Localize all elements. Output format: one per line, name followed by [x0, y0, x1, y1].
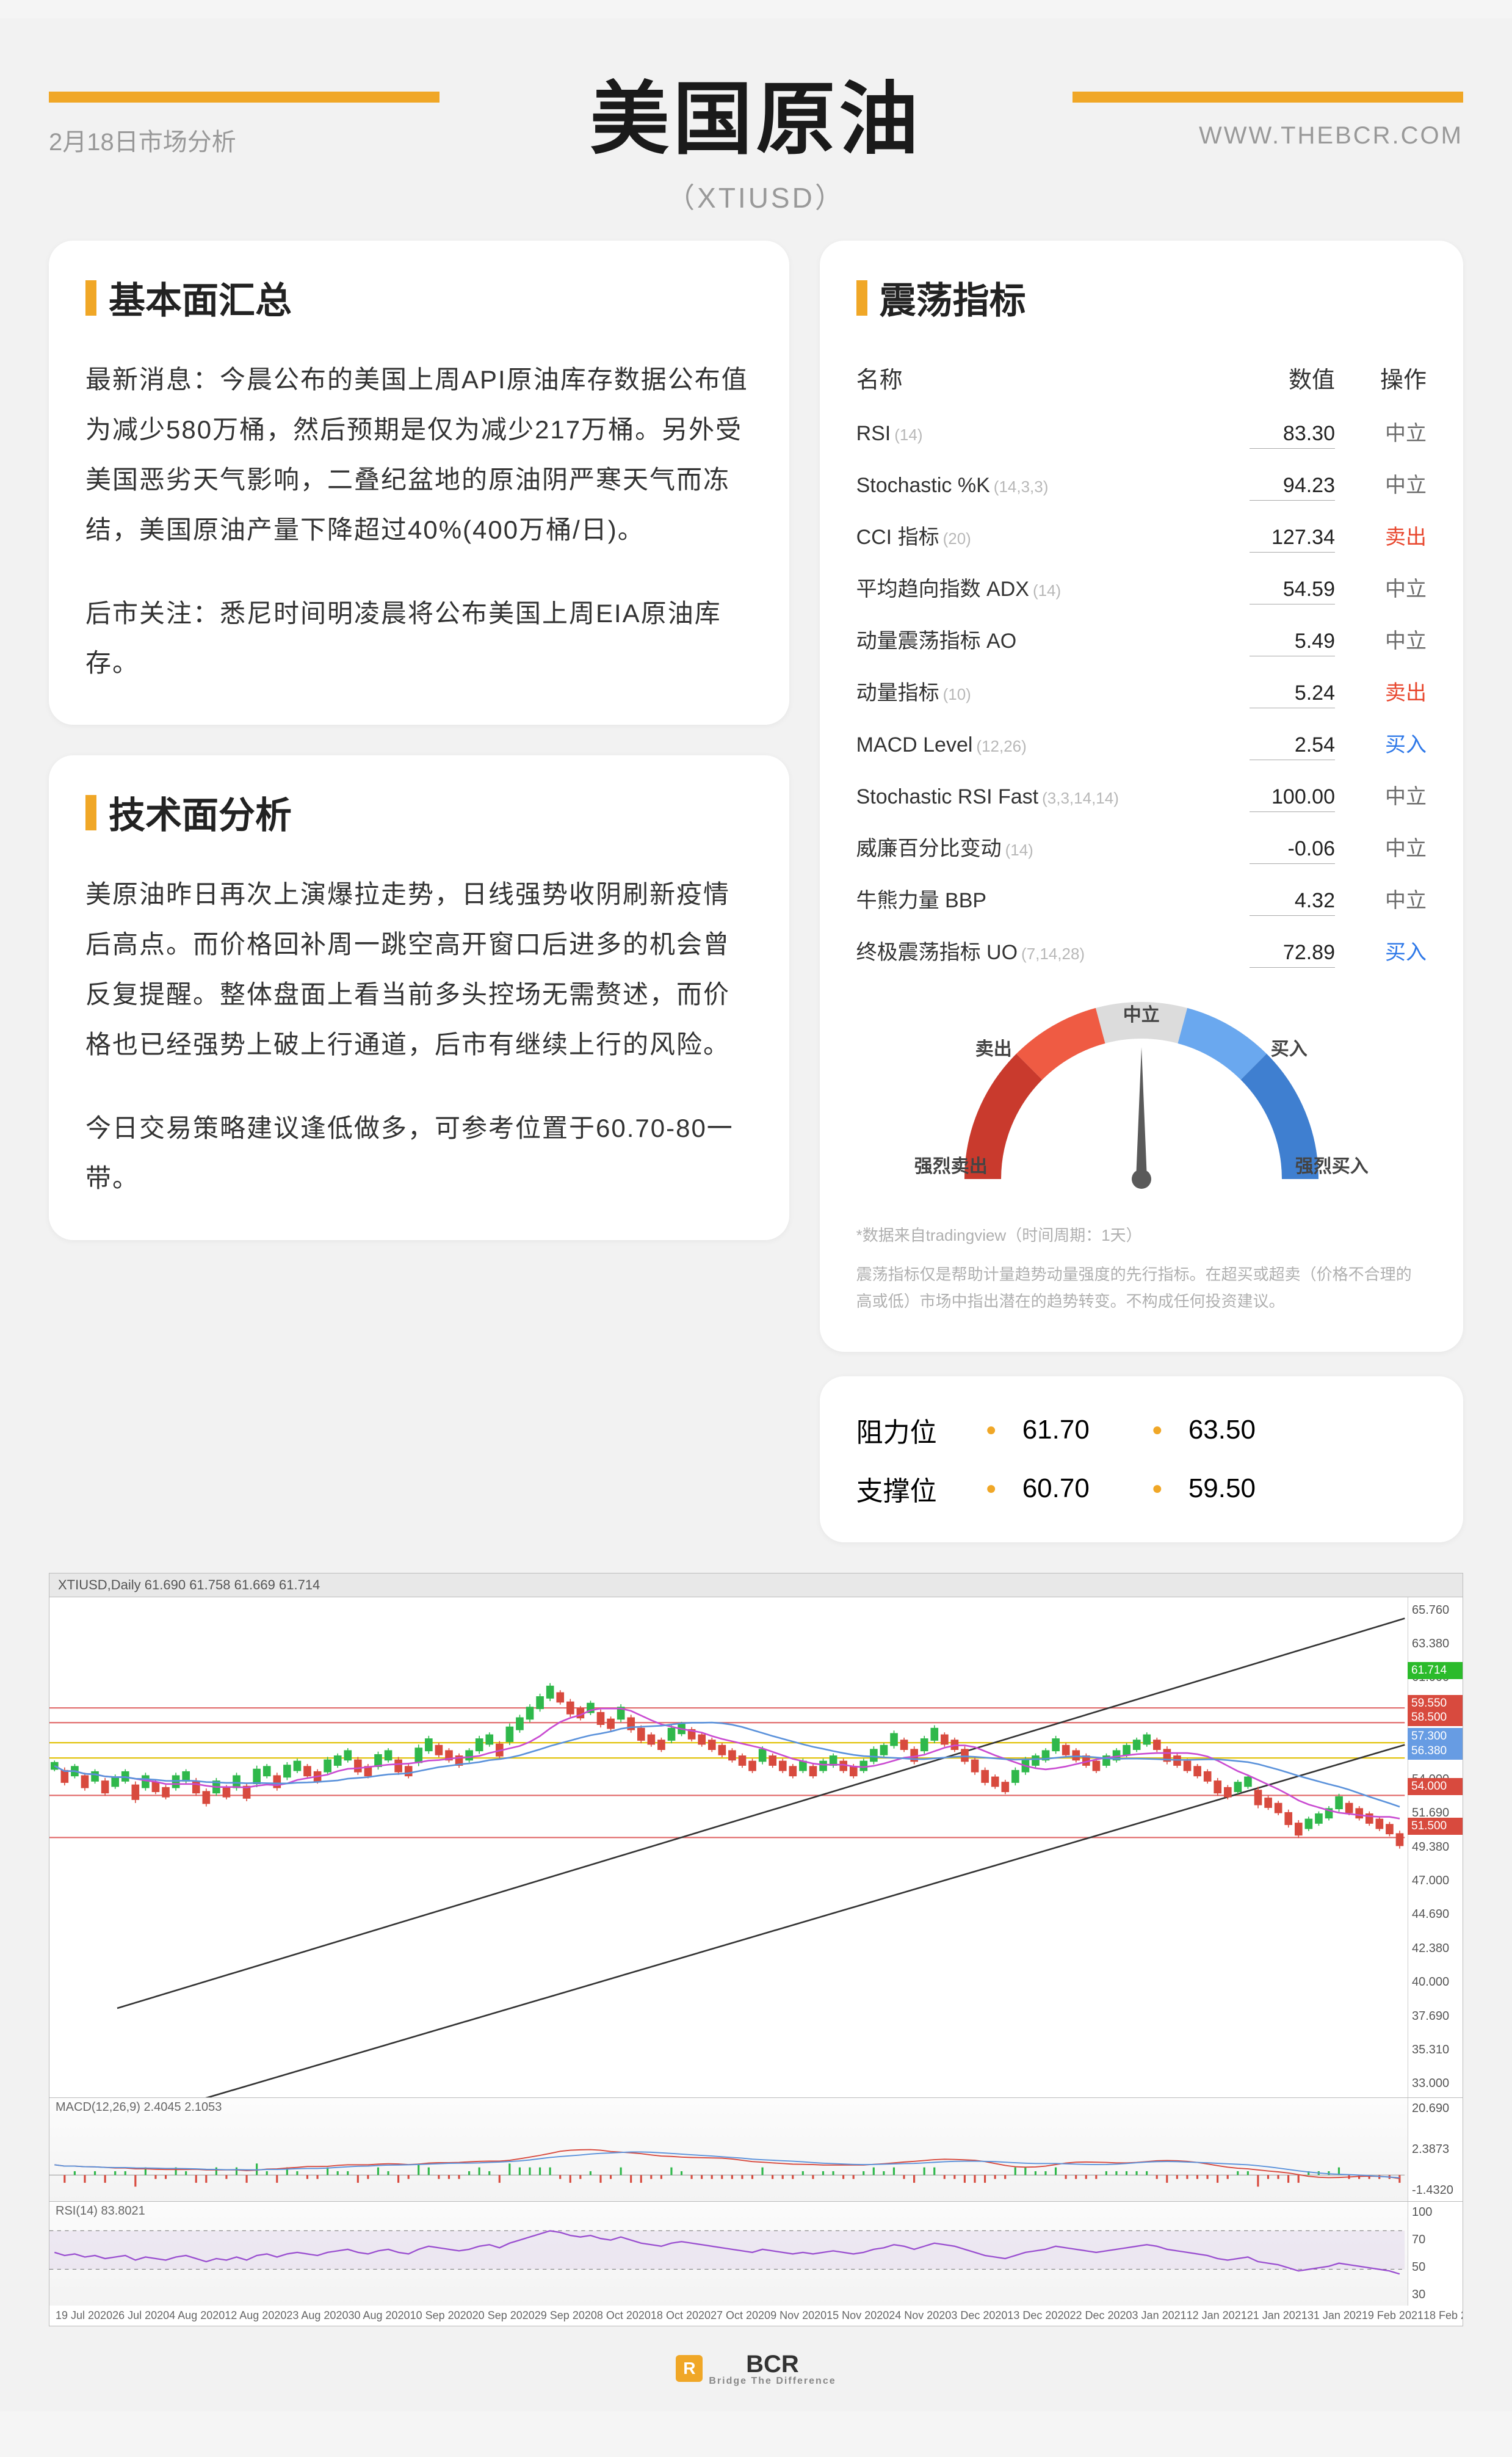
indicator-row: RSI(14)83.30中立	[856, 407, 1427, 459]
col-action: 操作	[1353, 361, 1427, 394]
dot-icon: ●	[1152, 1478, 1163, 1499]
rsi-yaxis: 100705030	[1408, 2202, 1463, 2306]
support-2: 59.50	[1188, 1473, 1292, 1504]
gauge-label-strong-buy: 强烈买入	[1295, 1151, 1369, 1178]
oscillator-card: 震荡指标 名称 数值 操作 RSI(14)83.30中立Stochastic %…	[820, 241, 1463, 1352]
indicator-row: 威廉百分比变动(14)-0.06中立	[856, 822, 1427, 874]
oscillator-title: 震荡指标	[856, 271, 1427, 324]
indicator-row: 动量指标(10)5.24卖出	[856, 666, 1427, 718]
date-text: 2月18日市场分析	[49, 122, 236, 158]
left-column: 基本面汇总 最新消息：今晨公布的美国上周API原油库存数据公布值为减少580万桶…	[49, 241, 789, 1542]
col-name: 名称	[856, 361, 1250, 394]
indicator-row: Stochastic %K(14,3,3)94.23中立	[856, 459, 1427, 510]
dot-icon: ●	[986, 1478, 997, 1499]
content-row: 基本面汇总 最新消息：今晨公布的美国上周API原油库存数据公布值为减少580万桶…	[49, 241, 1463, 1542]
macd-panel: MACD(12,26,9) 2.4045 2.1053 20.690 2.387…	[49, 2098, 1463, 2202]
technical-p2: 今日交易策略建议逢低做多，可参考位置于60.70-80一带。	[85, 1103, 753, 1203]
indicator-header: 名称 数值 操作	[856, 355, 1427, 407]
fundamental-p2: 后市关注：悉尼时间明凌晨将公布美国上周EIA原油库存。	[85, 589, 753, 689]
col-value: 数值	[1250, 361, 1335, 394]
levels-card: 阻力位 ● 61.70 ● 63.50 支撑位 ● 60.70 ● 59.50	[820, 1376, 1463, 1542]
technical-title: 技术面分析	[85, 786, 753, 839]
technical-p1: 美原油昨日再次上演爆拉走势，日线强势收阴刷新疫情后高点。而价格回补周一跳空高开窗…	[85, 869, 753, 1070]
resist-1: 61.70	[1022, 1415, 1126, 1445]
site-url: WWW.THEBCR.COM	[1199, 122, 1463, 150]
indicator-row: 终极震荡指标 UO(7,14,28)72.89买入	[856, 926, 1427, 978]
chart-block: XTIUSD,Daily 61.690 61.758 61.669 61.714…	[49, 1573, 1463, 2326]
fundamental-p1: 最新消息：今晨公布的美国上周API原油库存数据公布值为减少580万桶，然后预期是…	[85, 355, 753, 555]
gauge: 中立 卖出 买入 强烈卖出 强烈买入	[928, 1002, 1355, 1203]
fundamental-title: 基本面汇总	[85, 271, 753, 324]
indicator-row: Stochastic RSI Fast(3,3,14,14)100.00中立	[856, 770, 1427, 822]
page-title: 美国原油	[49, 55, 1463, 170]
footer: BCR Bridge The Difference	[49, 2351, 1463, 2387]
symbol: （XTIUSD）	[49, 176, 1463, 216]
dot-icon: ●	[1152, 1420, 1163, 1440]
chart-title-bar: XTIUSD,Daily 61.690 61.758 61.669 61.714	[49, 1573, 1463, 1597]
indicator-row: 动量震荡指标 AO5.49中立	[856, 614, 1427, 666]
resistance-row: 阻力位 ● 61.70 ● 63.50	[856, 1401, 1427, 1459]
rsi-panel: RSI(14) 83.8021 100705030	[49, 2202, 1463, 2306]
indicator-rows: RSI(14)83.30中立Stochastic %K(14,3,3)94.23…	[856, 407, 1427, 978]
brand-tag: Bridge The Difference	[709, 2376, 836, 2387]
accent-bar-left	[49, 92, 439, 103]
accent-bar-right	[1073, 92, 1463, 103]
logo-icon	[676, 2355, 703, 2382]
technical-card: 技术面分析 美原油昨日再次上演爆拉走势，日线强势收阴刷新疫情后高点。而价格回补周…	[49, 755, 789, 1239]
note-2: 震荡指标仅是帮助计量趋势动量强度的先行指标。在超买或超卖（价格不合理的高或低）市…	[856, 1261, 1427, 1315]
support-row: 支撑位 ● 60.70 ● 59.50	[856, 1459, 1427, 1518]
brand: BCR	[746, 2351, 799, 2378]
indicator-row: MACD Level(12,26)2.54买入	[856, 718, 1427, 770]
right-column: 震荡指标 名称 数值 操作 RSI(14)83.30中立Stochastic %…	[820, 241, 1463, 1542]
gauge-label-strong-sell: 强烈卖出	[914, 1151, 988, 1178]
indicator-row: CCI 指标(20)127.34卖出	[856, 510, 1427, 562]
header: 2月18日市场分析 WWW.THEBCR.COM 美国原油 （XTIUSD）	[49, 55, 1463, 216]
resist-2: 63.50	[1188, 1415, 1292, 1445]
dot-icon: ●	[986, 1420, 997, 1440]
gauge-label-top: 中立	[1123, 1000, 1160, 1026]
price-chart: 65.76063.38061.00058.76056.38054.00051.6…	[49, 1597, 1463, 2098]
gauge-label-buy: 买入	[1271, 1034, 1308, 1061]
macd-yaxis: 20.690 2.3873 -1.4320	[1408, 2098, 1463, 2201]
gauge-label-sell: 卖出	[975, 1034, 1012, 1061]
indicator-row: 牛熊力量 BBP4.32中立	[856, 874, 1427, 926]
fundamental-card: 基本面汇总 最新消息：今晨公布的美国上周API原油库存数据公布值为减少580万桶…	[49, 241, 789, 725]
indicator-row: 平均趋向指数 ADX(14)54.59中立	[856, 562, 1427, 614]
note-1: *数据来自tradingview（时间周期：1天）	[856, 1222, 1427, 1249]
page: 2月18日市场分析 WWW.THEBCR.COM 美国原油 （XTIUSD） 基…	[0, 18, 1512, 2411]
support-label: 支撑位	[856, 1469, 960, 1508]
support-1: 60.70	[1022, 1473, 1126, 1504]
resist-label: 阻力位	[856, 1410, 960, 1450]
